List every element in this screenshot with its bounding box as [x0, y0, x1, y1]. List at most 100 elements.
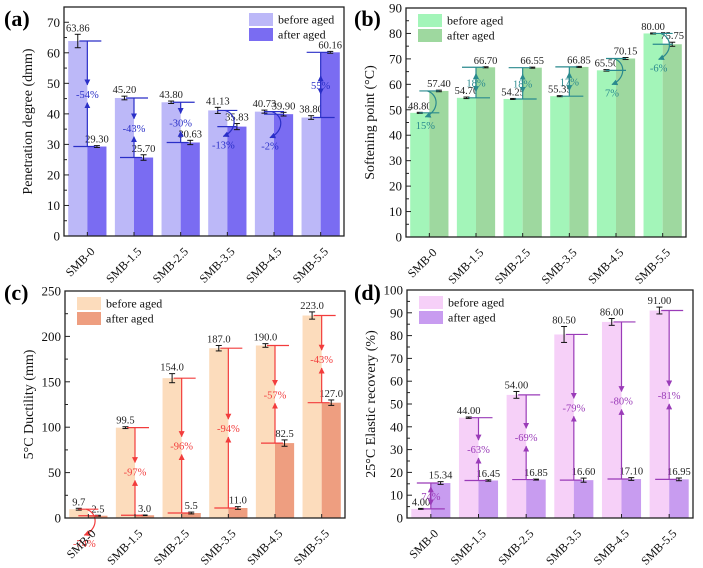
- x-tick-label: SMB-2.5: [492, 245, 533, 286]
- y-tick-label: 70: [47, 15, 60, 30]
- y-tick-label: 0: [397, 511, 404, 526]
- data-label: 15.34: [429, 471, 453, 482]
- data-label: 30.63: [178, 129, 202, 140]
- bar-before-SMB-0: [68, 41, 88, 237]
- error-bar: [608, 318, 615, 326]
- y-tick-label: 30: [47, 137, 60, 152]
- change-label: -30%: [169, 118, 192, 129]
- plot-frame: [63, 6, 345, 237]
- error-bar: [234, 506, 241, 510]
- bar-before-SMB-0: [410, 112, 430, 237]
- change-arrow: [462, 66, 490, 99]
- change-label: -6%: [650, 63, 668, 74]
- y-tick-label: 80: [390, 328, 403, 343]
- data-label: 154.0: [160, 363, 184, 374]
- bar-before-SMB-2.5: [506, 394, 527, 518]
- legend-label: after aged: [278, 28, 326, 42]
- y-tick-label: 60: [389, 77, 402, 92]
- bar-before-SMB-5.5: [301, 117, 321, 236]
- bar-before-SMB-4.5: [255, 345, 275, 518]
- bar-after-SMB-2.5: [526, 479, 546, 518]
- error-bar: [463, 96, 470, 100]
- data-label: 16.85: [524, 468, 548, 479]
- bar-before-SMB-4.5: [601, 321, 622, 518]
- bar-after-SMB-3.5: [573, 480, 594, 518]
- bar-after-SMB-0: [88, 515, 108, 518]
- data-label: 127.0: [319, 389, 343, 400]
- bar-after-SMB-0: [87, 146, 107, 236]
- y-axis-label: Softening point (°C): [363, 65, 378, 180]
- data-label: 223.0: [300, 301, 324, 312]
- data-label: 16.60: [572, 467, 596, 478]
- data-label: 45.20: [113, 85, 137, 96]
- change-arrow: [606, 57, 626, 86]
- legend-label: after aged: [448, 311, 496, 325]
- data-label: 25.70: [132, 144, 156, 155]
- error-bar: [281, 439, 288, 447]
- x-tick-label: SMB-1.5: [448, 526, 489, 567]
- bar-after-SMB-1.5: [476, 67, 496, 237]
- error-bar: [188, 511, 195, 515]
- error-bar: [628, 477, 635, 481]
- y-tick-label: 90: [390, 305, 403, 320]
- x-tick-label: SMB-4.5: [591, 526, 632, 567]
- change-label: -80%: [610, 396, 633, 407]
- change-arrow: [121, 427, 149, 516]
- change-arrow: [464, 417, 493, 482]
- change-label: -69%: [515, 433, 538, 444]
- data-label: 41.13: [206, 96, 230, 107]
- x-tick-label: SMB-2.5: [150, 244, 191, 285]
- change-label: 18%: [466, 79, 486, 90]
- data-label: 82.5: [275, 429, 293, 440]
- bar-before-SMB-2.5: [503, 98, 523, 237]
- bar-before-SMB-0: [411, 508, 431, 518]
- data-label: 70.15: [614, 46, 638, 57]
- bar-before-SMB-5.5: [302, 315, 322, 518]
- y-tick-label: 0: [396, 230, 403, 245]
- legend-swatch-before: [249, 13, 273, 26]
- bar-after-SMB-3.5: [228, 508, 248, 518]
- error-bar: [262, 343, 269, 348]
- data-label: 75.75: [660, 31, 684, 42]
- panel-a: (a) 63.86 29.30 -54% SMB-0 45.20 25.70 -43% SMB-…: [4, 6, 345, 286]
- error-bar: [513, 390, 520, 399]
- x-tick-label: SMB-5.5: [291, 526, 332, 567]
- data-label: 99.5: [116, 416, 134, 427]
- data-label: 66.55: [520, 56, 544, 67]
- change-label: 55%: [311, 81, 331, 92]
- bar-after-SMB-1.5: [134, 157, 154, 236]
- panel-label: (a): [4, 6, 30, 31]
- data-label: 40.73: [253, 99, 277, 110]
- error-bar: [485, 479, 492, 482]
- bar-after-SMB-0: [429, 90, 449, 238]
- legend-label: before aged: [447, 14, 503, 28]
- change-arrow: [416, 482, 445, 510]
- data-label: 54.25: [501, 87, 525, 98]
- change-arrow: [419, 90, 440, 118]
- data-label: 3.0: [138, 504, 151, 515]
- y-tick-label: 30: [390, 442, 403, 457]
- data-label: 60.16: [318, 40, 342, 51]
- y-tick-label: 50: [390, 397, 403, 412]
- data-label: 54.00: [505, 380, 529, 391]
- bar-before-SMB-4.5: [254, 111, 274, 236]
- change-label: 18%: [513, 79, 533, 90]
- bar-after-SMB-4.5: [621, 479, 642, 518]
- y-axis-label: 25°C Elastic recovery (%): [364, 330, 379, 478]
- data-label: 48.80: [408, 101, 432, 112]
- y-tick-label: 100: [42, 420, 62, 435]
- change-label: -2%: [261, 142, 279, 153]
- y-tick-label: 10: [389, 204, 402, 219]
- x-tick-label: SMB-1.5: [104, 526, 145, 567]
- x-tick-label: SMB-5.5: [638, 526, 679, 567]
- change-label: -94%: [217, 424, 240, 435]
- change-arrow: [555, 66, 584, 97]
- data-label: 4.00: [412, 497, 430, 508]
- data-label: 80.50: [552, 315, 576, 326]
- x-tick-label: SMB-1.5: [103, 244, 144, 285]
- y-tick-label: 10: [390, 488, 403, 503]
- y-tick-label: 20: [390, 465, 403, 480]
- legend-swatch-before: [419, 296, 443, 309]
